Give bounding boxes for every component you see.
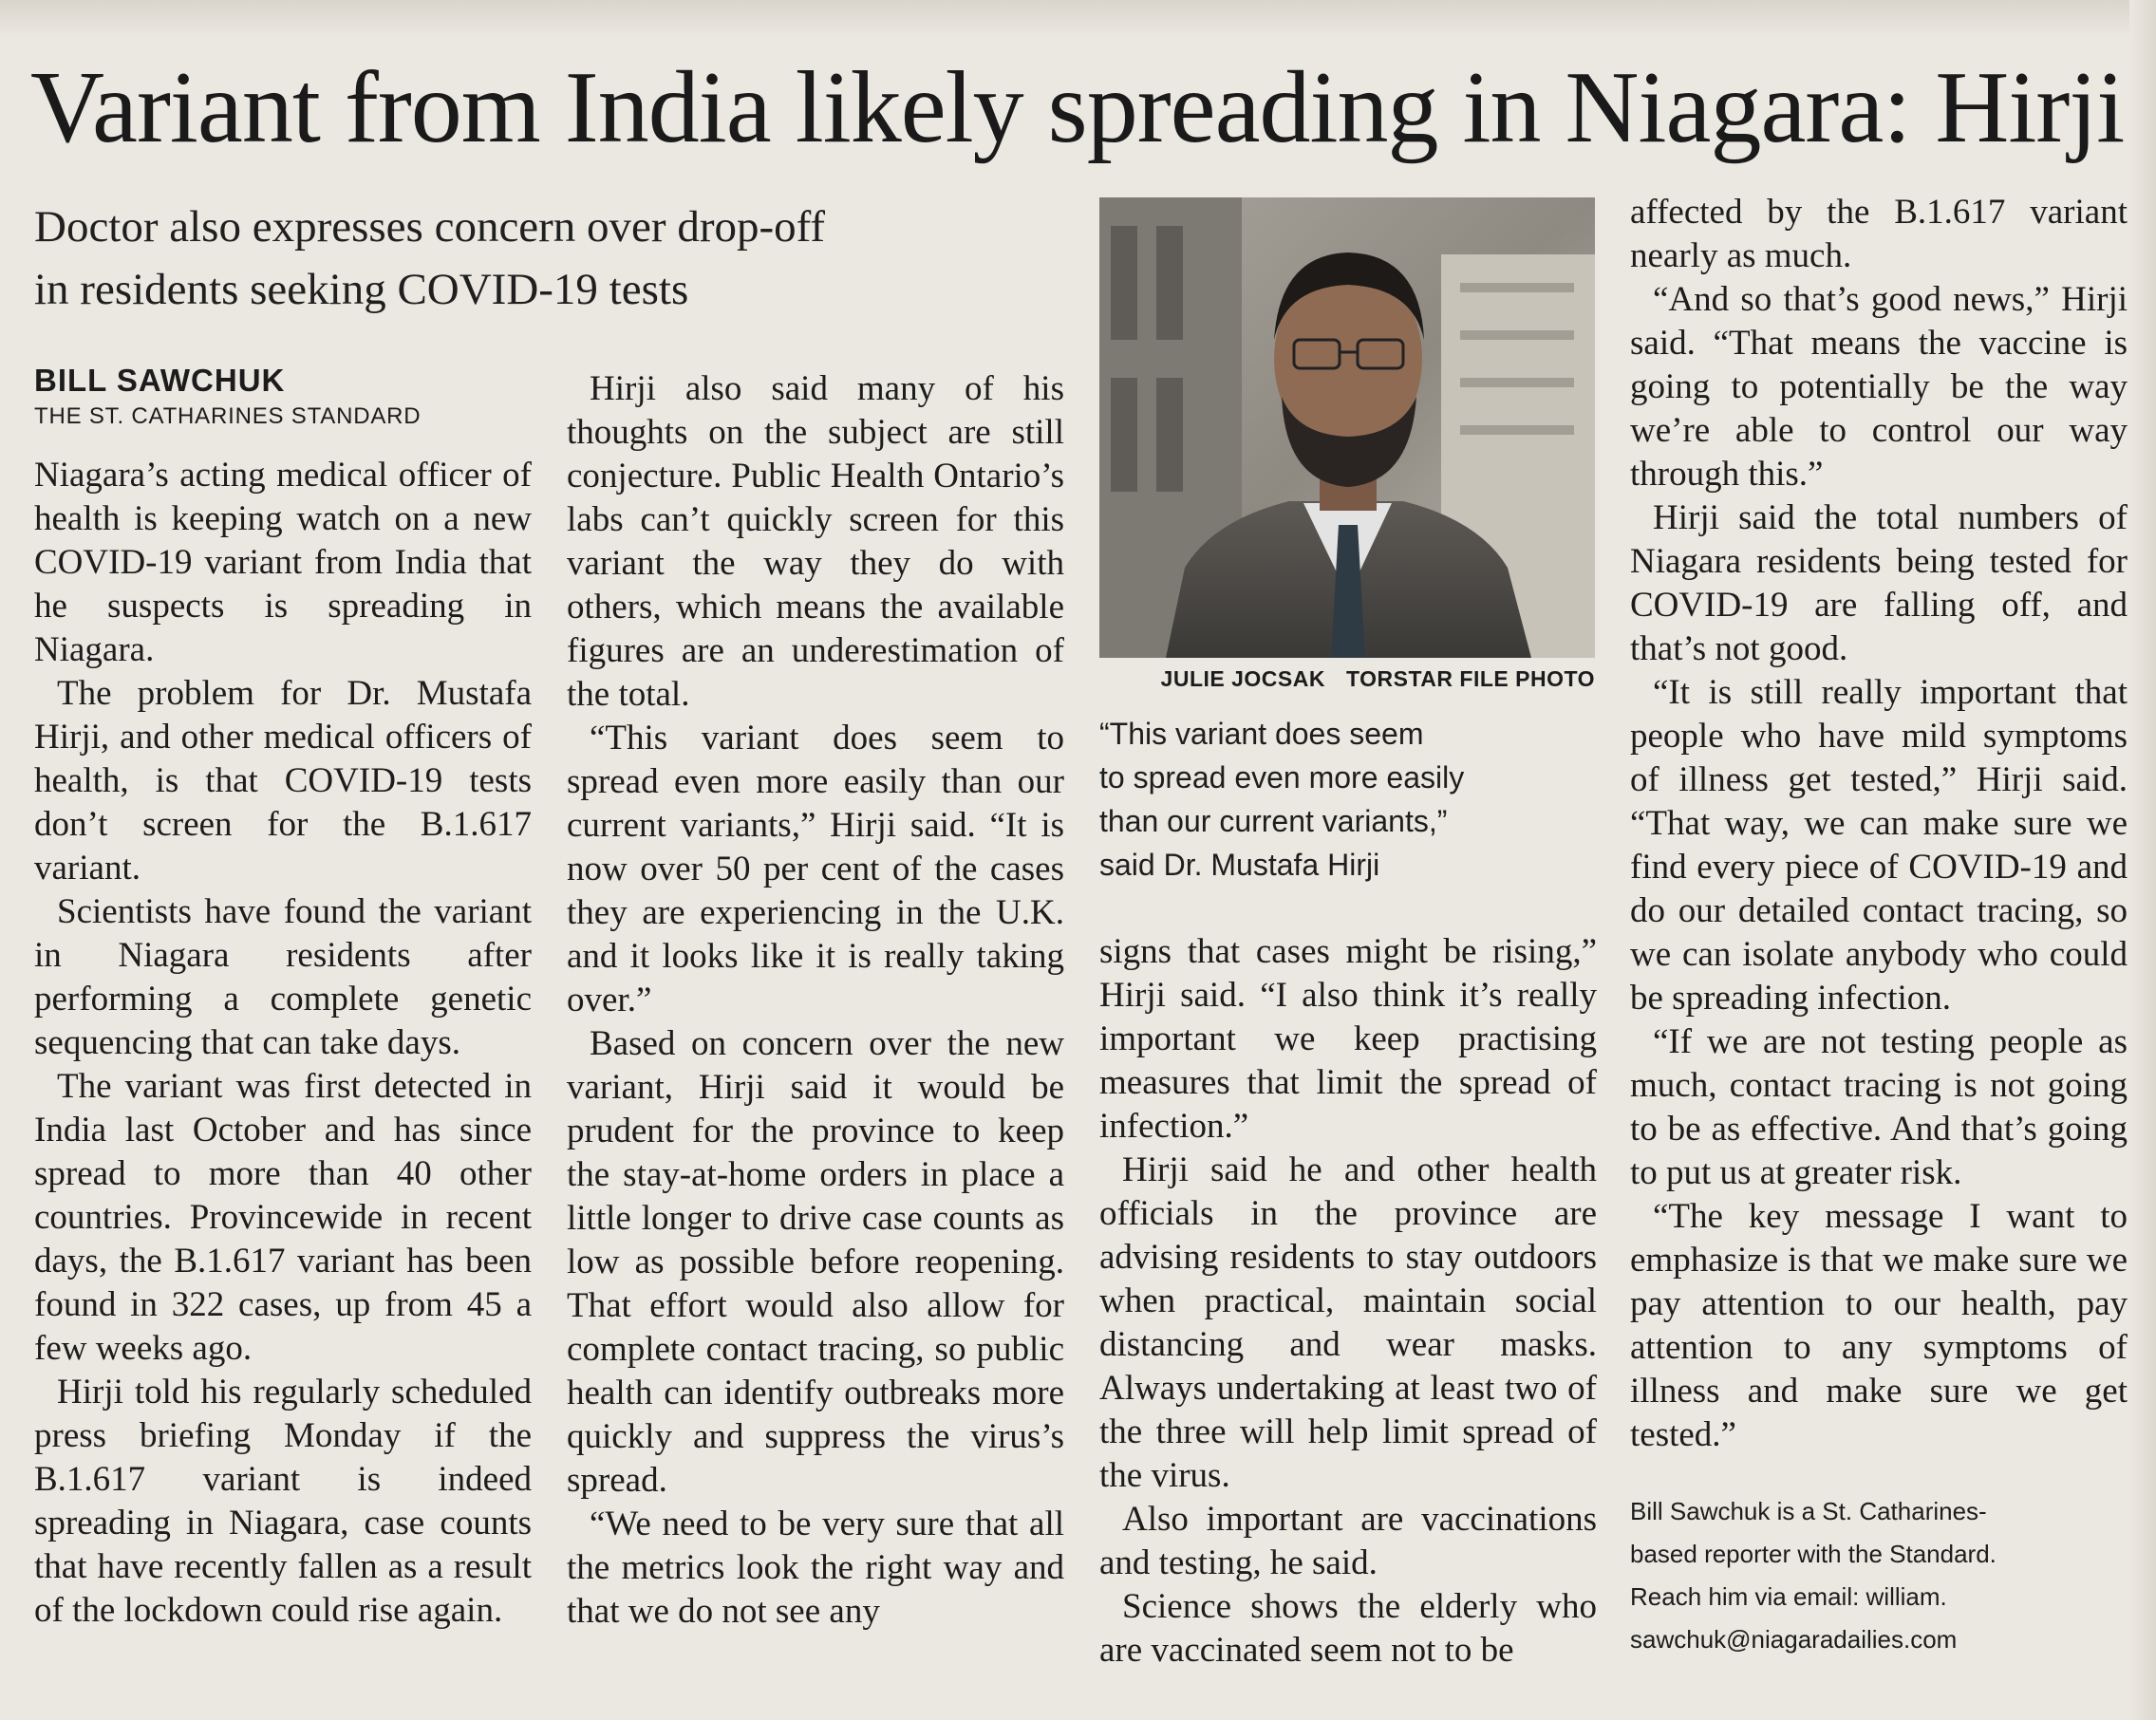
portrait-photo-illustration [1099, 197, 1595, 658]
author-bio-line: sawchuk@niagaradailies.com [1630, 1625, 1958, 1654]
byline-name: BILL SAWCHUK [34, 363, 286, 398]
paragraph: Hirji told his regularly scheduled press… [34, 1373, 532, 1630]
byline-organization: THE ST. CATHARINES STANDARD [34, 403, 422, 429]
article-column-2: Hirji also said many of his thoughts on … [567, 367, 1064, 1634]
paragraph: Science shows the elderly who are vaccin… [1099, 1587, 1597, 1670]
paragraph: signs that cases might be rising,” Hirji… [1099, 932, 1597, 1146]
author-bio-line: Reach him via email: william. [1630, 1582, 1947, 1611]
paragraph: “And so that’s good news,” Hirji said. “… [1630, 280, 2128, 494]
paragraph: affected by the B.1.617 variant nearly a… [1630, 193, 2128, 275]
pull-quote-line: “This variant does seem [1099, 717, 1424, 751]
photo-credit-source: TORSTAR FILE PHOTO [1345, 666, 1595, 691]
pull-quote-line: than our current variants,” [1099, 804, 1448, 838]
article-column-1: Niagara’s acting medical officer of heal… [34, 454, 532, 1633]
photo-credit: JULIE JOCSAK TORSTAR FILE PHOTO [1120, 666, 1595, 692]
paragraph: The variant was first detected in India … [34, 1067, 532, 1368]
deck-line: Doctor also expresses concern over drop-… [34, 202, 826, 252]
page-edge-shadow [2129, 0, 2156, 1720]
paragraph: “The key message I want to emphasize is … [1630, 1197, 2128, 1454]
paragraph: Based on concern over the new variant, H… [567, 1024, 1064, 1500]
portrait-photo [1099, 197, 1595, 658]
photo-credit-photographer: JULIE JOCSAK [1160, 666, 1325, 691]
paragraph: Also important are vaccinations and test… [1099, 1500, 1597, 1582]
author-bio-line: based reporter with the Standard. [1630, 1540, 1997, 1568]
paragraph: Scientists have found the variant in Nia… [34, 892, 532, 1062]
article-column-3: signs that cases might be rising,” Hirji… [1099, 930, 1597, 1673]
author-bio-line: Bill Sawchuk is a St. Catharines- [1630, 1497, 1987, 1525]
author-bio: Bill Sawchuk is a St. Catharines- based … [1630, 1490, 2143, 1661]
previous-article-bleed [0, 0, 2156, 38]
byline: BILL SAWCHUK THE ST. CATHARINES STANDARD [34, 361, 547, 433]
headline: Variant from India likely spreading in N… [30, 51, 2125, 164]
deck: Doctor also expresses concern over drop-… [34, 196, 1078, 321]
pull-quote: “This variant does seem to spread even m… [1099, 712, 1595, 887]
article-column-4: affected by the B.1.617 variant nearly a… [1630, 191, 2128, 1457]
paragraph: “This variant does seem to spread even m… [567, 719, 1064, 1019]
paragraph: Niagara’s acting medical officer of heal… [34, 456, 532, 669]
paragraph: “If we are not testing people as much, c… [1630, 1022, 2128, 1192]
paragraph: The problem for Dr. Mustafa Hirji, and o… [34, 674, 532, 888]
paragraph: Hirji said he and other health officials… [1099, 1150, 1597, 1495]
paragraph: “We need to be very sure that all the me… [567, 1505, 1064, 1631]
pull-quote-line: said Dr. Mustafa Hirji [1099, 848, 1380, 882]
pull-quote-line: to spread even more easily [1099, 760, 1465, 795]
deck-line: in residents seeking COVID-19 tests [34, 265, 689, 314]
paragraph: “It is still really important that peopl… [1630, 673, 2128, 1018]
paragraph: Hirji also said many of his thoughts on … [567, 369, 1064, 714]
paragraph: Hirji said the total numbers of Niagara … [1630, 498, 2128, 668]
